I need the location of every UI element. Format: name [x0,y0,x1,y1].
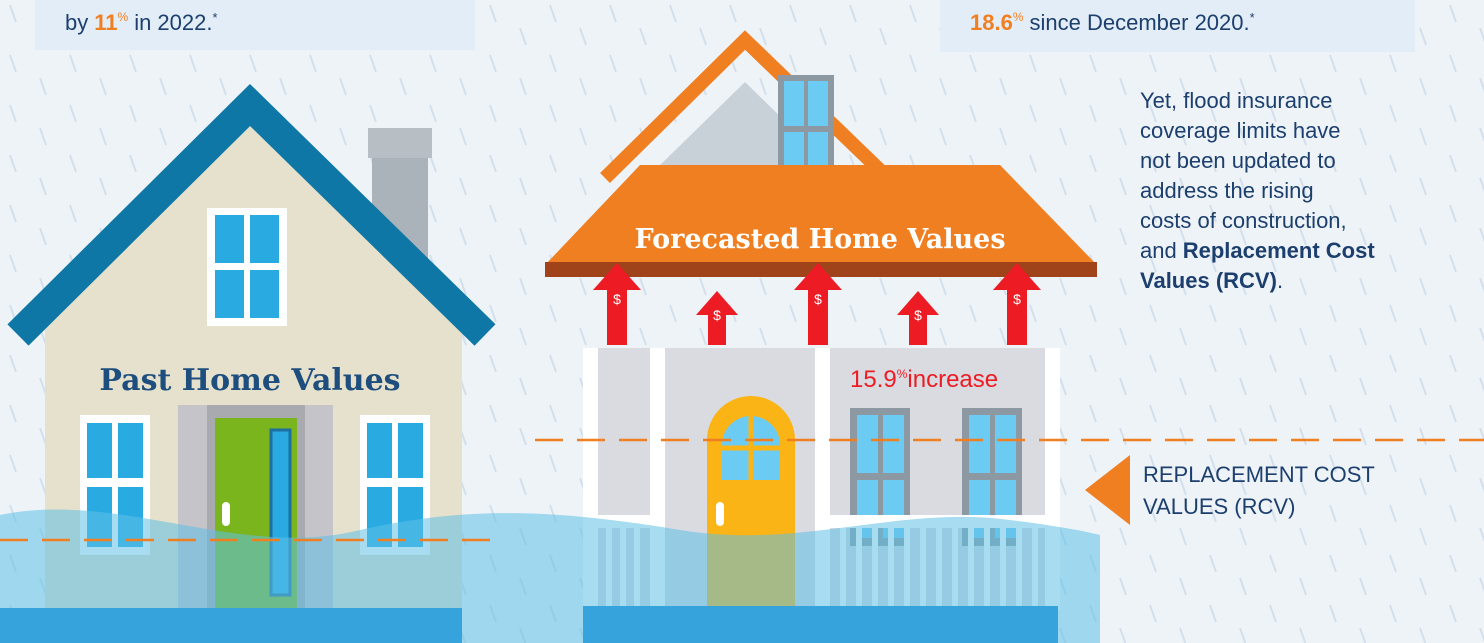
arrow-label: $ [713,307,721,323]
note-line: not been updated to [1140,148,1336,173]
shape [0,608,462,643]
note: * [212,10,217,25]
note-emphasis: Replacement Cost [1183,238,1376,263]
figure: 11 [94,10,117,35]
flood-water [0,509,1100,643]
house-label: Past Home Values [99,363,400,398]
arrow-label: $ [613,291,621,307]
shape [857,415,878,473]
note-line: Yet, flood insurance [1140,88,1332,113]
house-label: Forecasted Home Values [634,224,1005,255]
body: {"top_left": {"prefix": "by", "figure": … [0,0,1484,643]
note-line: and [1140,238,1177,263]
note: * [1250,10,1255,25]
suffix: since December 2020. [1030,10,1250,35]
unit: % [1013,10,1024,24]
shape [250,215,279,263]
arrow-label: $ [1013,291,1021,307]
page: Home values infographic html, body { mar… [0,0,1484,643]
shape [398,423,423,478]
shape [784,81,804,126]
suffix: in 2022. [134,10,212,35]
shape [118,423,143,478]
shape [222,502,230,526]
rcv-line-text: REPLACEMENT COST [1143,462,1374,487]
shape [808,81,828,126]
label: increase [907,366,998,393]
figure: 15.9 [850,366,897,393]
note-line: coverage limits have [1140,118,1341,143]
shape [583,606,1058,643]
shape [368,128,432,158]
shape [215,270,244,318]
note-line: address the rising [1140,178,1314,203]
note-end: . [1277,268,1283,293]
note-line: costs of construction, [1140,208,1347,233]
shape [995,415,1016,473]
top-right-callout: 18.6% since December 2020.* [940,0,1415,52]
rcv-line-text: VALUES (RCV) [1143,494,1295,519]
note-emphasis: Values (RCV) [1140,268,1277,293]
unit: % [897,367,908,381]
increase-text: 15.9%increase [850,366,998,393]
arrow-label: $ [814,291,822,307]
figure: 18.6 [970,10,1013,35]
shape [367,423,392,478]
callout-text: 18.6% since December 2020.* [970,10,1255,35]
shape [215,215,244,263]
unit: % [118,10,129,24]
prefix: by [65,10,88,35]
shape [883,415,904,473]
arrow-label: $ [914,307,922,323]
shape [87,423,112,478]
shape [250,270,279,318]
shape [969,415,990,473]
shape [716,502,724,526]
infographic: by11%in 2022.* 18.6%since December 2020.… [0,0,1484,643]
